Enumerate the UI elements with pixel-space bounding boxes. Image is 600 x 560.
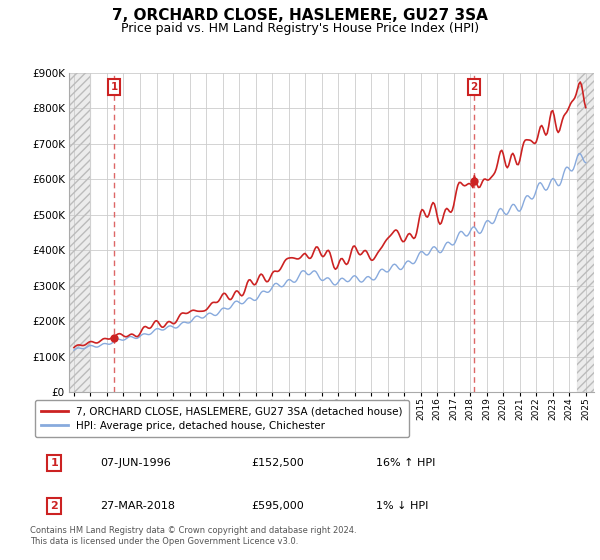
Text: £152,500: £152,500: [251, 458, 304, 468]
Legend: 7, ORCHARD CLOSE, HASLEMERE, GU27 3SA (detached house), HPI: Average price, deta: 7, ORCHARD CLOSE, HASLEMERE, GU27 3SA (d…: [35, 400, 409, 437]
Bar: [69, 73, 91, 392]
Text: 7, ORCHARD CLOSE, HASLEMERE, GU27 3SA: 7, ORCHARD CLOSE, HASLEMERE, GU27 3SA: [112, 8, 488, 24]
Text: 2: 2: [470, 82, 478, 92]
Bar: [577, 73, 594, 392]
Text: 16% ↑ HPI: 16% ↑ HPI: [376, 458, 435, 468]
Text: Contains HM Land Registry data © Crown copyright and database right 2024.
This d: Contains HM Land Registry data © Crown c…: [30, 526, 356, 546]
Bar: [577, 73, 594, 392]
Text: 1: 1: [110, 82, 118, 92]
Text: 1% ↓ HPI: 1% ↓ HPI: [376, 501, 428, 511]
Text: 2: 2: [50, 501, 58, 511]
Text: £595,000: £595,000: [251, 501, 304, 511]
Text: 07-JUN-1996: 07-JUN-1996: [100, 458, 171, 468]
Text: 1: 1: [50, 458, 58, 468]
Bar: [69, 73, 91, 392]
Text: 27-MAR-2018: 27-MAR-2018: [100, 501, 175, 511]
Text: Price paid vs. HM Land Registry's House Price Index (HPI): Price paid vs. HM Land Registry's House …: [121, 22, 479, 35]
